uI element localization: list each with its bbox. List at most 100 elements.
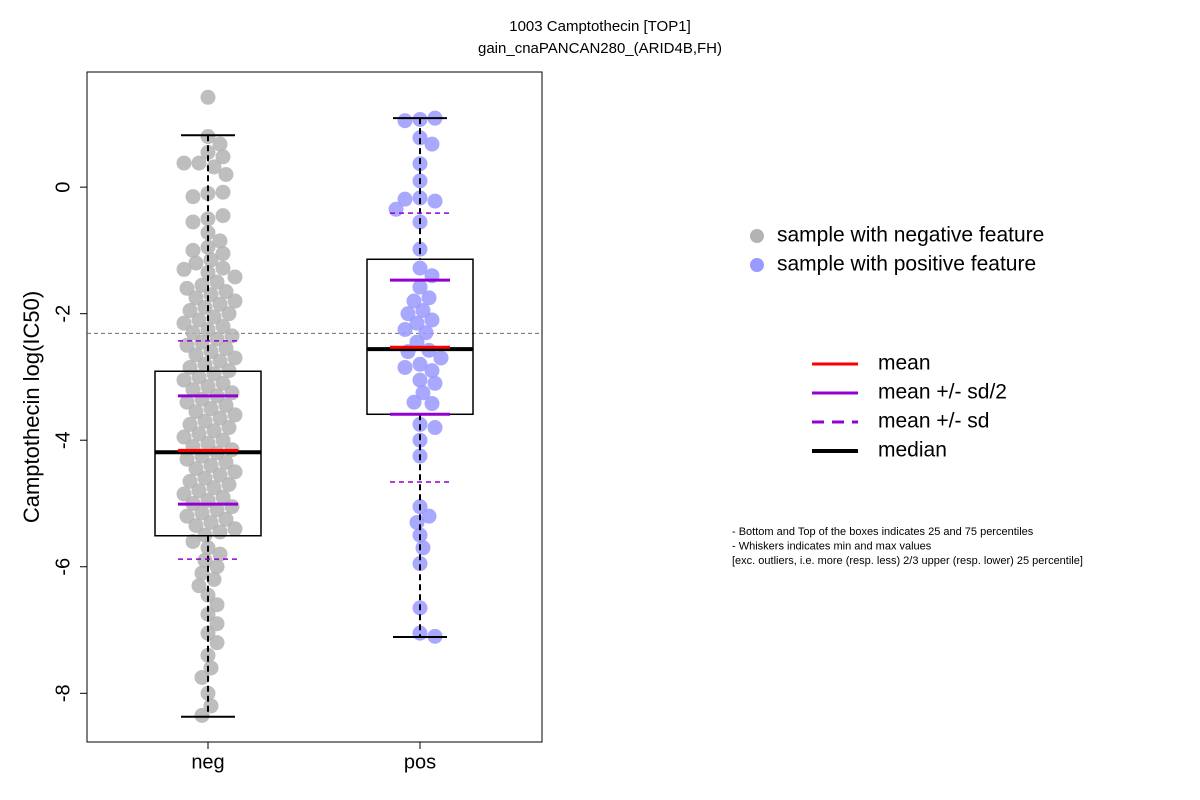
data-point xyxy=(206,159,222,175)
y-axis-label: Camptothecin log(IC50) xyxy=(19,291,44,523)
data-point xyxy=(427,420,443,436)
y-tick-label: 0 xyxy=(52,182,74,193)
data-point xyxy=(224,328,240,344)
data-point xyxy=(412,130,428,146)
data-point xyxy=(218,284,234,300)
data-point xyxy=(200,89,216,105)
data-point xyxy=(203,514,219,530)
data-point xyxy=(215,375,231,391)
data-point xyxy=(215,149,231,165)
data-point xyxy=(412,556,428,572)
data-point xyxy=(203,458,219,474)
data-point xyxy=(421,290,437,306)
data-point xyxy=(212,546,228,562)
data-point xyxy=(203,401,219,417)
data-point xyxy=(427,375,443,391)
data-point xyxy=(200,606,216,622)
data-point xyxy=(185,533,201,549)
data-point xyxy=(197,470,213,486)
data-point xyxy=(397,321,413,337)
data-point xyxy=(209,502,225,518)
data-point xyxy=(397,191,413,207)
data-point xyxy=(194,707,210,723)
data-point xyxy=(209,331,225,347)
data-point xyxy=(418,325,434,341)
data-point xyxy=(215,318,231,334)
data-point xyxy=(221,306,237,322)
data-point xyxy=(182,473,198,489)
data-point xyxy=(197,413,213,429)
data-point xyxy=(200,435,216,451)
data-point xyxy=(424,396,440,412)
data-point xyxy=(397,113,413,129)
data-point xyxy=(206,366,222,382)
data-point xyxy=(227,521,243,537)
data-point xyxy=(212,410,228,426)
data-point xyxy=(215,184,231,200)
data-point xyxy=(227,269,243,285)
legend-marker xyxy=(750,229,764,243)
legend-label: sample with negative feature xyxy=(777,224,1044,247)
data-point xyxy=(215,260,231,276)
data-point xyxy=(191,426,207,442)
note: - Whiskers indicates min and max values xyxy=(732,540,932,552)
data-point xyxy=(191,312,207,328)
data-point xyxy=(194,669,210,685)
data-point xyxy=(194,334,210,350)
data-point xyxy=(215,246,231,262)
data-point xyxy=(421,508,437,524)
plot-frame xyxy=(86,71,543,743)
data-point xyxy=(227,293,243,309)
data-point xyxy=(194,505,210,521)
data-point xyxy=(191,483,207,499)
data-point xyxy=(221,420,237,436)
data-point xyxy=(200,144,216,160)
data-point xyxy=(412,190,428,206)
data-point xyxy=(182,416,198,432)
data-point xyxy=(218,454,234,470)
data-point xyxy=(412,356,428,372)
data-point xyxy=(227,407,243,423)
data-point xyxy=(415,385,431,401)
data-point xyxy=(424,136,440,152)
data-point xyxy=(179,394,195,410)
data-point xyxy=(206,309,222,325)
data-point xyxy=(209,559,225,575)
data-point xyxy=(176,372,192,388)
data-point xyxy=(409,315,425,331)
y-tick-label: -4 xyxy=(52,431,74,449)
data-point xyxy=(218,397,234,413)
data-point xyxy=(188,347,204,363)
data-point xyxy=(212,136,228,152)
data-point xyxy=(200,265,216,281)
x-tick-label: neg xyxy=(191,751,224,773)
data-point xyxy=(212,524,228,540)
data-point xyxy=(424,363,440,379)
data-point xyxy=(209,616,225,632)
data-point xyxy=(209,597,225,613)
data-point xyxy=(191,578,207,594)
data-point xyxy=(185,382,201,398)
data-point xyxy=(212,467,228,483)
data-point xyxy=(212,296,228,312)
legend-label: median xyxy=(878,439,947,462)
data-point xyxy=(388,201,404,217)
data-point xyxy=(200,647,216,663)
data-point xyxy=(188,404,204,420)
data-point xyxy=(191,155,207,171)
data-point xyxy=(227,350,243,366)
note: - Bottom and Top of the boxes indicates … xyxy=(732,526,1034,538)
data-point xyxy=(200,587,216,603)
data-point xyxy=(215,489,231,505)
data-point xyxy=(182,303,198,319)
data-point xyxy=(179,508,195,524)
legend-label: mean +/- sd xyxy=(878,410,989,433)
data-point xyxy=(221,477,237,493)
data-point xyxy=(176,486,192,502)
data-point xyxy=(406,394,422,410)
data-point xyxy=(188,290,204,306)
x-tick-label: pos xyxy=(404,751,436,773)
chart-title: 1003 Camptothecin [TOP1] xyxy=(509,18,691,35)
data-point xyxy=(188,518,204,534)
